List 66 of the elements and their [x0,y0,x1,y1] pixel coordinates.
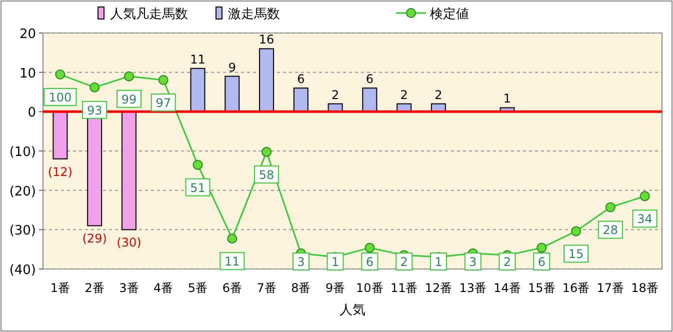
data-label: 2 [331,88,340,102]
data-label: 3 [469,255,477,269]
data-label: 6 [297,72,305,86]
data-label: 9 [228,60,236,74]
data-label: 3 [297,255,305,269]
bar [259,48,274,112]
data-label: 15 [568,247,584,262]
data-label: 51 [190,180,206,195]
data-label: 1 [503,92,512,106]
data-label: 1 [434,255,442,269]
x-tick-label: 18番 [631,281,658,295]
x-tick-label: 17番 [596,281,624,295]
x-tick-label: 6番 [222,281,242,295]
y-tick-label: (30) [9,224,36,239]
x-tick-label: 16番 [562,281,590,295]
x-tick-label: 8番 [291,281,311,295]
data-label: 100 [48,90,72,104]
data-label: 93 [86,103,102,118]
y-tick-label: (20) [9,184,36,200]
x-tick-label: 12番 [424,281,452,295]
data-label: 1 [331,255,340,269]
x-tick-label: 11番 [390,281,418,295]
x-tick-label: 14番 [494,281,521,295]
x-tick-label: 2番 [84,281,104,295]
y-tick-label: (40) [9,263,36,278]
x-tick-label: 9番 [325,281,346,295]
bar [293,88,308,112]
x-tick-label: 3番 [119,281,139,295]
data-label: 2 [434,88,442,102]
x-tick-label: 7番 [256,281,276,295]
data-label: 2 [400,88,408,102]
bar [362,88,378,112]
x-tick-label: 13番 [459,281,486,295]
data-label: (12) [48,164,73,179]
data-label: 97 [156,96,171,110]
data-label: (30) [116,236,142,250]
x-tick-label: 10番 [356,281,384,295]
x-tick-label: 15番 [528,281,556,295]
x-tick-label: 4番 [154,281,174,295]
legend-label: 人気凡走馬数 [110,7,188,22]
data-label: 6 [366,72,374,86]
data-label: 58 [258,168,274,182]
bar [224,76,240,112]
x-tick-label: 5番 [188,281,208,295]
data-label: 2 [400,255,408,269]
data-label: 11 [224,254,240,269]
data-label: 34 [637,212,652,226]
data-label: 16 [258,32,274,47]
data-label: 99 [121,92,137,106]
legend-label: 検定値 [430,7,469,22]
bar [121,111,136,230]
data-label: 28 [602,223,618,238]
bar [52,111,68,160]
data-label: 2 [503,255,512,269]
data-label: 6 [538,255,546,269]
y-tick-label: 20 [19,27,36,42]
data-label: 6 [366,255,374,269]
y-tick-label: (10) [9,145,36,160]
data-label: (29) [82,232,107,246]
legend-label: 激走馬数 [228,7,280,22]
y-tick-label: 10 [19,66,36,82]
y-tick-label: 0 [28,106,36,121]
x-axis-title: 人気 [340,303,366,318]
data-label: 11 [190,52,206,66]
x-tick-label: 1番 [50,281,70,295]
bar [190,68,206,112]
